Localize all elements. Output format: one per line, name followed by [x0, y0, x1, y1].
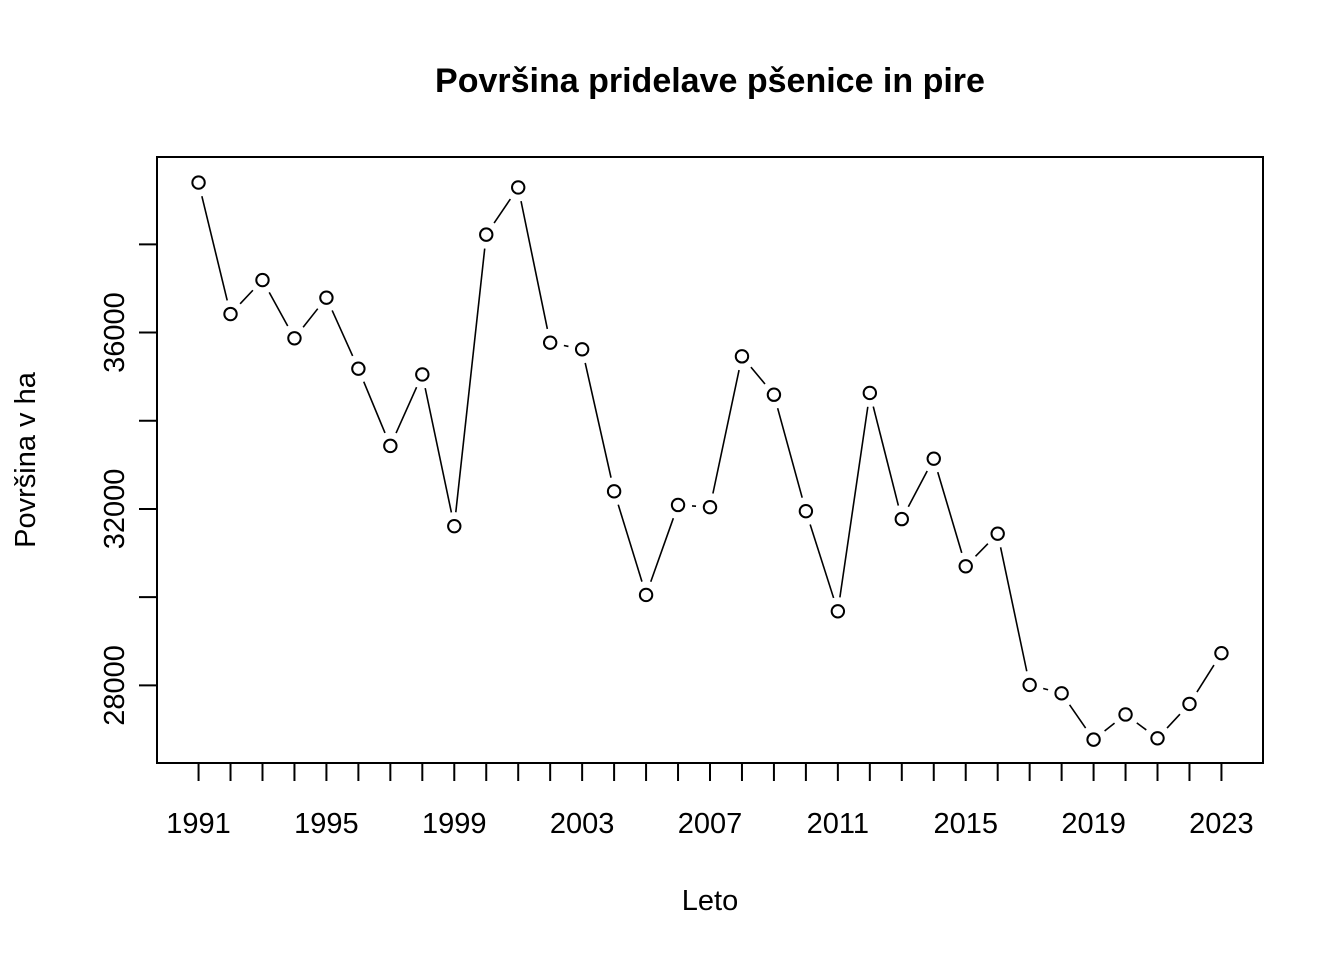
line-segment — [1196, 664, 1215, 693]
data-point — [479, 227, 494, 242]
line-segment — [1104, 722, 1116, 732]
data-point — [542, 335, 558, 350]
line-segment — [776, 408, 803, 498]
y-tick-label: 32000 — [99, 469, 131, 550]
data-point — [1214, 645, 1229, 661]
line-segment — [201, 195, 228, 301]
line-segment — [1136, 722, 1147, 731]
data-point — [766, 387, 782, 402]
line-segment — [999, 547, 1028, 672]
data-point — [830, 604, 846, 619]
data-point — [223, 306, 238, 322]
data-point — [670, 497, 686, 513]
line-segment — [809, 524, 835, 599]
line-segment — [455, 248, 486, 513]
line-segment — [1068, 704, 1087, 729]
x-tick-label: 2003 — [550, 808, 615, 840]
x-tick-label: 1999 — [422, 808, 487, 840]
data-point — [319, 290, 334, 305]
data-point — [702, 499, 718, 515]
line-segment — [520, 200, 549, 330]
line-segment — [907, 470, 928, 508]
data-point — [287, 331, 302, 346]
x-axis-label: Leto — [682, 885, 738, 917]
data-point — [1118, 707, 1133, 722]
line-segment — [362, 381, 386, 434]
data-point — [958, 559, 973, 574]
data-point — [574, 342, 590, 357]
data-point — [351, 361, 366, 376]
data-point — [255, 272, 270, 288]
data-point — [383, 438, 398, 454]
series-line — [201, 195, 1215, 732]
x-tick-label: 2019 — [1061, 808, 1126, 840]
line-segment — [424, 387, 453, 513]
y-axis: 28000 32000 36000 — [99, 243, 158, 726]
line-segment — [584, 362, 612, 478]
x-tick-label: 1991 — [166, 808, 231, 840]
data-point — [798, 503, 814, 519]
line-segment — [974, 543, 989, 557]
line-segment — [493, 198, 512, 224]
data-point — [990, 526, 1005, 541]
data-point — [1054, 686, 1069, 701]
data-point — [1150, 731, 1165, 746]
line-segment — [239, 289, 254, 305]
line-segment — [1166, 713, 1181, 729]
x-tick-label: 2015 — [933, 808, 998, 840]
x-axis: 1991 1995 1999 2003 2007 2011 2015 2019 2023 — [166, 762, 1254, 840]
data-point — [606, 484, 622, 499]
line-segment — [395, 386, 418, 434]
data-point — [415, 367, 430, 382]
chart-title: Površina pridelave pšenice in pire — [435, 62, 985, 100]
x-tick-label: 2011 — [807, 808, 869, 840]
data-point — [447, 518, 462, 534]
data-point — [734, 349, 750, 364]
line-segment — [617, 504, 643, 582]
series-points — [191, 175, 1229, 747]
data-point — [894, 511, 909, 527]
data-point — [191, 175, 206, 190]
y-tick-label: 28000 — [99, 645, 131, 726]
line-segment — [563, 344, 569, 348]
x-tick-label: 2023 — [1189, 808, 1254, 840]
data-point — [511, 180, 526, 195]
line-segment — [268, 291, 289, 327]
data-point — [862, 385, 878, 401]
line-segment — [331, 310, 354, 357]
data-point — [1182, 696, 1197, 712]
line-segment — [839, 406, 869, 598]
line-segment — [872, 406, 900, 506]
y-axis-label: Površina v ha — [10, 371, 42, 548]
y-tick-label: 36000 — [99, 292, 131, 373]
x-tick-label: 2007 — [678, 808, 743, 840]
line-segment — [936, 471, 963, 554]
data-point — [1086, 732, 1101, 747]
data-point — [1022, 677, 1037, 693]
line-segment — [750, 366, 766, 385]
x-tick-label: 1995 — [294, 808, 359, 840]
line-segment — [712, 369, 740, 494]
plot-frame — [156, 156, 1264, 764]
line-segment — [302, 308, 319, 328]
line-segment — [1042, 687, 1049, 691]
data-point — [926, 451, 941, 466]
data-point — [638, 587, 654, 603]
line-segment — [650, 517, 675, 583]
